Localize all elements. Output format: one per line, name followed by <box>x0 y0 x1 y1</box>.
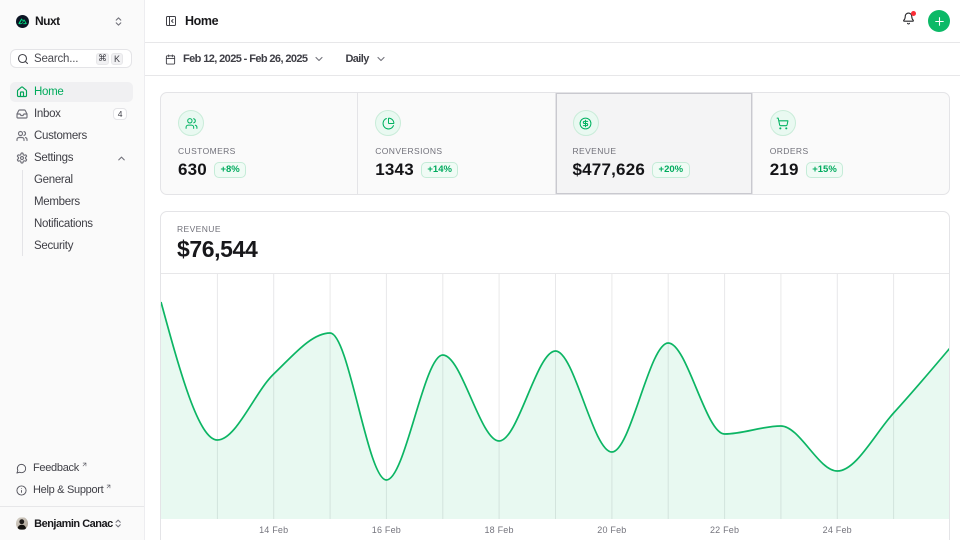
svg-text:16 Feb: 16 Feb <box>372 525 401 535</box>
svg-text:20 Feb: 20 Feb <box>597 525 626 535</box>
svg-text:24 Feb: 24 Feb <box>823 525 852 535</box>
svg-text:14 Feb: 14 Feb <box>259 525 288 535</box>
svg-text:18 Feb: 18 Feb <box>484 525 513 535</box>
svg-text:22 Feb: 22 Feb <box>710 525 739 535</box>
